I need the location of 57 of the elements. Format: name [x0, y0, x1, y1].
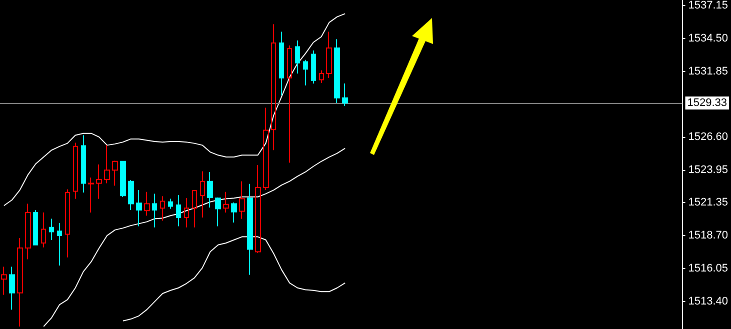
candlestick: [136, 190, 142, 227]
candlestick: [65, 188, 70, 258]
candlestick: [49, 218, 54, 240]
candlestick: [176, 194, 181, 227]
y-tick-label: 1531.85: [688, 66, 728, 78]
y-tick-label: 1513.40: [688, 296, 728, 308]
ref-line-label: 1529.33: [687, 97, 728, 110]
candlestick: [334, 38, 340, 104]
candlestick: [303, 59, 308, 86]
candlestick: [319, 70, 324, 84]
candlestick: [104, 144, 110, 184]
candlestick: [326, 31, 332, 78]
candlestick: [279, 31, 284, 96]
candlestick: [192, 190, 197, 228]
candlestick: [128, 180, 134, 210]
candlestick: [41, 212, 46, 248]
candlestick: [342, 82, 348, 106]
candlestick: [247, 183, 253, 276]
y-tick-label: 1516.05: [688, 262, 728, 275]
candlestick: [144, 191, 150, 216]
candlestick: [33, 209, 38, 246]
y-tick-label: 1523.95: [688, 164, 728, 176]
candlestick: [81, 134, 86, 194]
candlestick: [239, 180, 245, 220]
candlestick: [96, 164, 102, 200]
line-series: [43, 148, 346, 328]
candlestick: [184, 198, 189, 228]
y-tick-label: 1534.50: [688, 32, 728, 45]
candlestick: [168, 198, 173, 210]
line-series: [3, 13, 346, 206]
y-tick-label: 1521.35: [688, 196, 728, 209]
candlestick: [17, 238, 23, 328]
candlestick: [311, 50, 316, 84]
candlestick: [223, 191, 229, 213]
candlestick: [160, 196, 165, 222]
candlestick: [1, 266, 7, 296]
candlestick: [112, 160, 118, 186]
candlestick: [73, 142, 78, 200]
candlestick: [9, 266, 15, 310]
candlestick: [207, 171, 213, 208]
candlestick: [215, 197, 221, 227]
candlestick: [255, 164, 261, 254]
candlestick: [88, 177, 94, 213]
candlestick: [152, 193, 157, 228]
candlestick: [200, 170, 205, 218]
y-tick-label: 1526.60: [688, 131, 728, 144]
candlestick: [271, 24, 276, 151]
candlestick: [263, 107, 269, 191]
y-tick-label: 1518.70: [688, 230, 728, 242]
candlestick: [120, 160, 126, 198]
candlestick: [231, 202, 237, 223]
candlestick: [295, 40, 300, 74]
y-tick-label: 1537.15: [688, 0, 728, 12]
line-series: [122, 236, 346, 322]
candlestick: [287, 44, 292, 164]
candlestick: [25, 203, 31, 260]
candlestick: [57, 222, 62, 266]
